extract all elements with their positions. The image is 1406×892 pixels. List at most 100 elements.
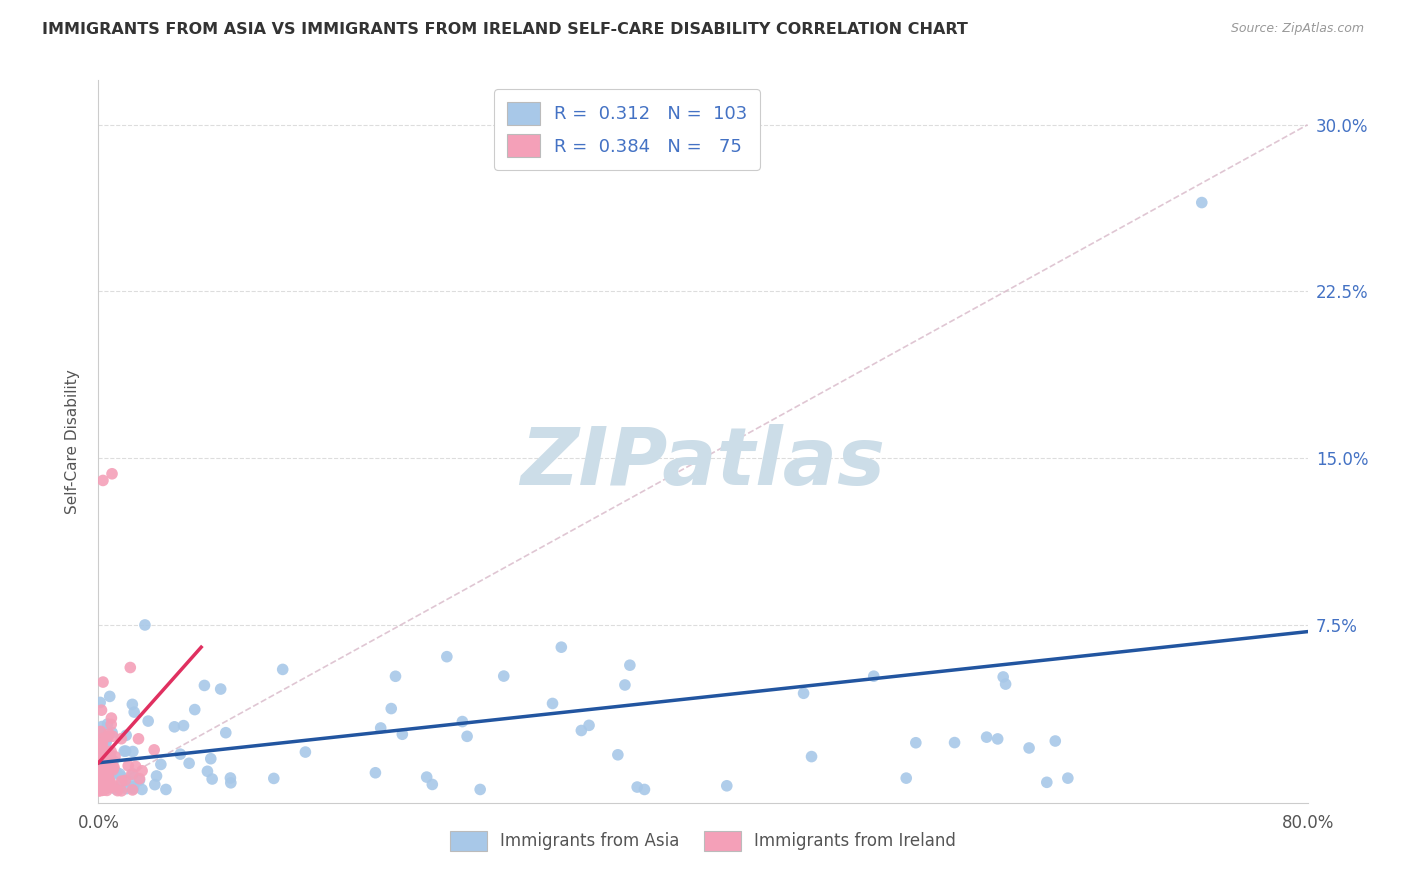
Point bbox=[101, 764, 124, 778]
Point bbox=[384, 669, 406, 683]
Point bbox=[145, 769, 167, 783]
Point bbox=[492, 669, 515, 683]
Text: ZIPatlas: ZIPatlas bbox=[520, 425, 886, 502]
Point bbox=[436, 649, 458, 664]
Point bbox=[197, 764, 219, 779]
Point bbox=[90, 703, 112, 717]
Point bbox=[122, 780, 145, 794]
Point bbox=[716, 779, 738, 793]
Point bbox=[98, 690, 121, 704]
Point bbox=[100, 711, 122, 725]
Point bbox=[122, 705, 145, 719]
Point bbox=[96, 732, 118, 747]
Point bbox=[90, 772, 112, 786]
Point bbox=[136, 714, 159, 728]
Point bbox=[105, 764, 128, 779]
Point bbox=[184, 703, 207, 717]
Point bbox=[114, 773, 136, 788]
Y-axis label: Self-Care Disability: Self-Care Disability bbox=[65, 369, 80, 514]
Point bbox=[550, 640, 572, 655]
Point bbox=[128, 773, 150, 788]
Point bbox=[415, 770, 437, 784]
Point bbox=[121, 767, 143, 781]
Point bbox=[93, 758, 115, 772]
Point bbox=[91, 763, 114, 777]
Point bbox=[97, 769, 120, 783]
Point bbox=[89, 762, 111, 776]
Point bbox=[98, 774, 121, 789]
Point bbox=[122, 781, 145, 796]
Point bbox=[606, 747, 628, 762]
Point bbox=[633, 782, 655, 797]
Point bbox=[100, 780, 122, 794]
Point bbox=[1056, 771, 1078, 785]
Point bbox=[91, 675, 114, 690]
Point bbox=[120, 660, 142, 674]
Point bbox=[114, 744, 136, 758]
Point bbox=[91, 474, 114, 488]
Point bbox=[97, 727, 120, 741]
Point bbox=[149, 757, 172, 772]
Point bbox=[93, 746, 115, 760]
Point bbox=[100, 769, 122, 783]
Point bbox=[100, 780, 122, 795]
Point bbox=[94, 732, 117, 747]
Point bbox=[569, 723, 592, 738]
Point bbox=[93, 781, 115, 796]
Point bbox=[90, 779, 112, 793]
Point bbox=[93, 780, 115, 795]
Point bbox=[90, 780, 112, 795]
Point bbox=[94, 735, 117, 749]
Point bbox=[89, 775, 111, 789]
Point bbox=[90, 720, 112, 734]
Point bbox=[219, 776, 242, 790]
Point bbox=[578, 718, 600, 732]
Point bbox=[1191, 195, 1213, 210]
Point bbox=[994, 677, 1017, 691]
Point bbox=[94, 760, 117, 774]
Point bbox=[91, 741, 114, 756]
Point bbox=[294, 745, 316, 759]
Point bbox=[169, 747, 191, 761]
Point bbox=[793, 686, 815, 700]
Point bbox=[1036, 775, 1059, 789]
Point bbox=[987, 731, 1010, 746]
Point bbox=[271, 662, 294, 676]
Point bbox=[98, 758, 121, 772]
Point bbox=[91, 756, 114, 770]
Point bbox=[97, 730, 120, 744]
Point bbox=[201, 772, 224, 786]
Point bbox=[143, 778, 166, 792]
Point bbox=[115, 728, 138, 742]
Point bbox=[103, 760, 125, 774]
Point bbox=[862, 669, 884, 683]
Point bbox=[108, 767, 131, 781]
Point bbox=[93, 751, 115, 765]
Point bbox=[96, 783, 118, 797]
Point bbox=[163, 720, 186, 734]
Point bbox=[94, 772, 117, 786]
Point bbox=[89, 764, 111, 778]
Point bbox=[89, 769, 111, 783]
Point bbox=[104, 782, 127, 797]
Point bbox=[380, 701, 402, 715]
Point bbox=[470, 782, 492, 797]
Legend: Immigrants from Asia, Immigrants from Ireland: Immigrants from Asia, Immigrants from Ir… bbox=[441, 822, 965, 860]
Point bbox=[96, 773, 118, 788]
Point bbox=[89, 770, 111, 784]
Point bbox=[91, 731, 114, 746]
Point bbox=[143, 743, 166, 757]
Point bbox=[128, 772, 150, 786]
Point bbox=[800, 749, 823, 764]
Point bbox=[451, 714, 474, 729]
Point bbox=[117, 758, 139, 772]
Point bbox=[90, 724, 112, 739]
Point bbox=[94, 781, 117, 796]
Point bbox=[110, 774, 132, 789]
Point bbox=[127, 731, 149, 746]
Point bbox=[96, 717, 118, 731]
Point bbox=[89, 783, 111, 797]
Point bbox=[100, 744, 122, 758]
Point bbox=[370, 721, 392, 735]
Point bbox=[89, 748, 111, 763]
